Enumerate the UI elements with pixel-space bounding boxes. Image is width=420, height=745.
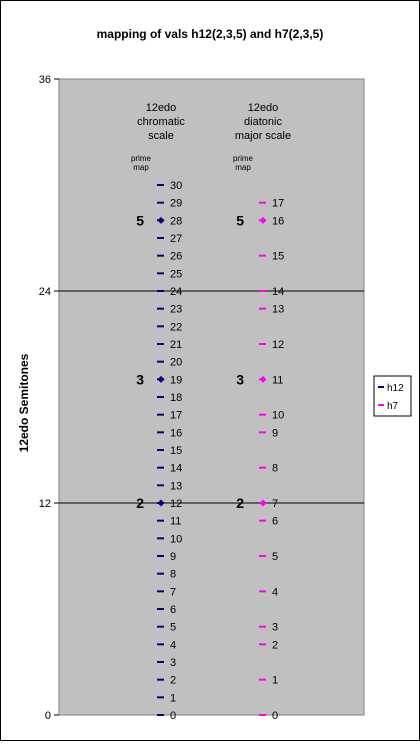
prime-map-label: map [133, 163, 149, 172]
gridlines [59, 290, 364, 504]
y-tick-label: 12 [39, 498, 51, 510]
step-label: 14 [170, 463, 182, 475]
step-label: 13 [170, 480, 182, 492]
step-label: 16 [170, 427, 182, 439]
step-label: 21 [170, 339, 182, 351]
step-label: 30 [170, 180, 182, 192]
step-label: 8 [170, 569, 176, 581]
step-label: 27 [170, 233, 182, 245]
step-label: 8 [272, 463, 278, 475]
step-label: 28 [170, 215, 182, 227]
y-tick-label: 24 [39, 286, 51, 298]
prime-map-label: prime [131, 154, 152, 163]
step-label: 17 [170, 410, 182, 422]
prime-map-label: prime [233, 154, 254, 163]
prime-point [259, 499, 267, 507]
step-label: 17 [272, 198, 284, 210]
y-axis: 0 12 24 36 [39, 74, 59, 722]
step-label: 3 [272, 622, 278, 634]
series-marks: 0123456789101112131415161718192021222324… [136, 180, 284, 722]
step-label: 1 [170, 692, 176, 704]
prime-point [157, 499, 165, 507]
step-label: 2 [170, 675, 176, 687]
step-label: 15 [272, 251, 284, 263]
column-header-line: diatonic [244, 116, 282, 128]
prime-point [157, 216, 165, 224]
chart-title: mapping of vals h12(2,3,5) and h7(2,3,5) [97, 27, 324, 41]
y-tick-label: 36 [39, 74, 51, 86]
prime-point [259, 216, 267, 224]
y-axis-label: 12edo Semitones [17, 353, 31, 452]
step-label: 10 [170, 533, 182, 545]
step-label: 4 [272, 586, 278, 598]
step-label: 0 [170, 710, 176, 722]
step-label: 2 [272, 639, 278, 651]
step-label: 26 [170, 251, 182, 263]
y-tick-label: 0 [45, 710, 51, 722]
step-label: 9 [170, 551, 176, 563]
legend-label: h7 [387, 401, 399, 412]
prime-label: 5 [236, 212, 244, 228]
step-label: 6 [272, 516, 278, 528]
column-header-line: chromatic [137, 116, 185, 128]
step-label: 25 [170, 268, 182, 280]
step-label: 11 [170, 516, 181, 528]
step-label: 29 [170, 198, 182, 210]
column-header-line: scale [148, 130, 174, 142]
column-headers: 12edochromaticscaleprimemap12edodiatonic… [131, 102, 291, 172]
step-label: 12 [272, 339, 284, 351]
step-label: 5 [170, 622, 176, 634]
prime-label: 3 [136, 371, 144, 387]
step-label: 10 [272, 410, 284, 422]
step-label: 3 [170, 657, 176, 669]
prime-label: 2 [236, 495, 244, 511]
step-label: 7 [272, 498, 278, 510]
step-label: 18 [170, 392, 182, 404]
step-label: 22 [170, 321, 182, 333]
step-label: 20 [170, 357, 182, 369]
step-label: 1 [272, 675, 278, 687]
step-label: 23 [170, 304, 182, 316]
step-label: 9 [272, 427, 278, 439]
column-header-line: major scale [235, 130, 291, 142]
prime-map-label: map [235, 163, 251, 172]
step-label: 14 [272, 286, 284, 298]
column-header-line: 12edo [248, 102, 279, 114]
prime-point [157, 375, 165, 383]
step-label: 13 [272, 304, 284, 316]
column-header-line: 12edo [146, 102, 177, 114]
prime-label: 5 [136, 212, 144, 228]
step-label: 7 [170, 586, 176, 598]
prime-label: 2 [136, 495, 144, 511]
step-label: 15 [170, 445, 182, 457]
prime-label: 3 [236, 371, 244, 387]
step-label: 0 [272, 710, 278, 722]
step-label: 24 [170, 286, 182, 298]
legend-label: h12 [387, 383, 404, 394]
step-label: 6 [170, 604, 176, 616]
legend-box [373, 375, 412, 417]
step-label: 4 [170, 639, 176, 651]
step-label: 19 [170, 374, 182, 386]
step-label: 12 [170, 498, 182, 510]
step-label: 16 [272, 215, 284, 227]
plot-area [58, 78, 365, 716]
step-label: 5 [272, 551, 278, 563]
legend: h12 h7 [373, 375, 412, 417]
prime-point [259, 375, 267, 383]
step-label: 11 [272, 374, 283, 386]
